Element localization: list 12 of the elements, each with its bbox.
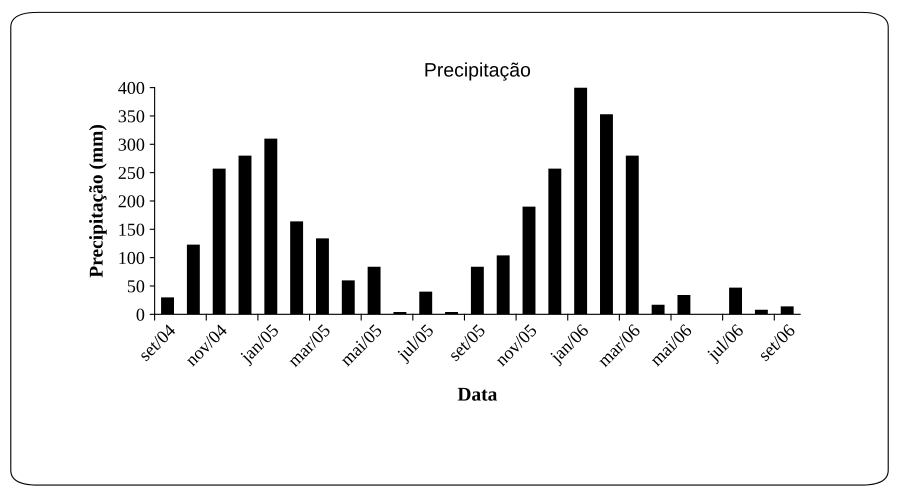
y-tick-label: 50 — [128, 280, 144, 292]
y-tick-label: 250 — [118, 166, 144, 180]
y-axis-title: Precipitação (mm) — [89, 125, 107, 278]
x-axis-title: Data — [458, 388, 498, 401]
y-tick-label: 200 — [118, 195, 144, 208]
chart-title: Precipitação — [425, 62, 530, 81]
y-tick-label: 150 — [119, 224, 144, 236]
y-tick-label: 400 — [118, 82, 144, 94]
y-tick-label: 0 — [136, 308, 144, 321]
y-tick-label: 100 — [119, 252, 144, 264]
y-tick-label: 350 — [118, 110, 144, 122]
y-tick-label: 300 — [118, 138, 144, 151]
